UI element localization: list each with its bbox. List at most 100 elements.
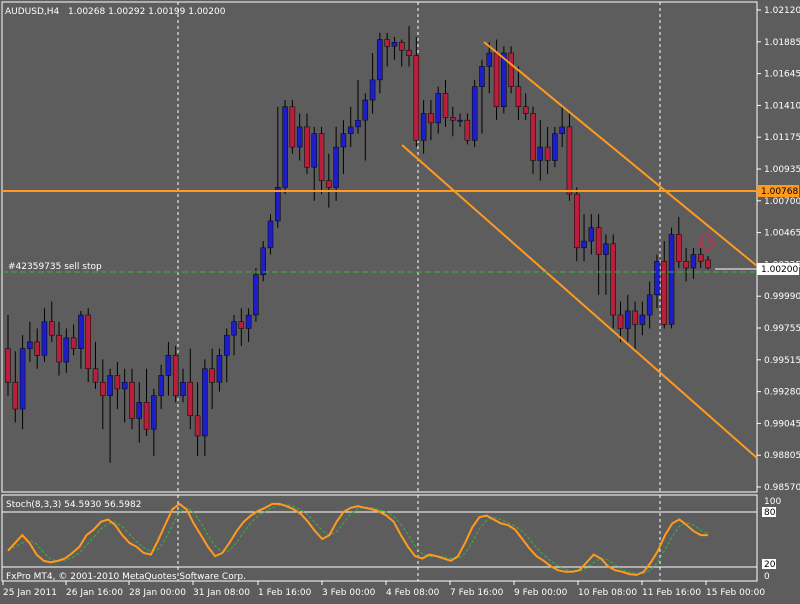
candle-body — [690, 254, 697, 269]
candle-body — [34, 341, 40, 356]
stoch-axis-80: 80 — [764, 508, 776, 518]
candle-body — [304, 126, 310, 168]
candle-body — [544, 146, 551, 161]
time-tick-label: 10 Feb 08:00 — [578, 588, 637, 598]
current-price-tag — [757, 263, 799, 275]
symbol-label: AUDUSD,H4 — [5, 7, 60, 17]
price-tick-label: 1.00700 — [764, 197, 800, 207]
order-label: #42359735 sell stop — [8, 262, 102, 272]
candle-body — [428, 113, 434, 124]
candle-body — [406, 50, 412, 56]
candle-body — [705, 259, 711, 269]
stoch-axis-0: 0 — [764, 572, 770, 582]
candle-body — [92, 368, 99, 383]
stoch-main-line — [7, 502, 708, 576]
candle-body — [581, 240, 587, 249]
stoch-axis-20: 20 — [764, 560, 776, 570]
candle-body — [180, 381, 186, 396]
candle-body — [530, 113, 536, 161]
candle-body — [574, 193, 580, 249]
candle-body — [100, 381, 106, 396]
candle-body — [151, 395, 157, 430]
price-tick-label: 1.00465 — [764, 229, 800, 239]
channel-upper-line[interactable] — [483, 41, 758, 267]
candle-body — [661, 261, 667, 325]
price-tick-label: 1.01885 — [764, 38, 800, 48]
candle-body — [27, 341, 33, 349]
candle-body — [632, 310, 638, 325]
candle-body — [187, 381, 194, 417]
candle-body — [245, 314, 252, 329]
candle-body — [296, 126, 303, 148]
candle-body — [420, 113, 427, 141]
stoch-lines — [7, 502, 709, 576]
stoch-axis-100: 100 — [764, 497, 781, 507]
candle-body — [537, 146, 544, 161]
candle-body — [384, 39, 390, 47]
candle-body — [216, 355, 223, 383]
candle-body — [654, 261, 660, 296]
candle-body — [340, 133, 347, 148]
candle-body — [318, 133, 325, 181]
candle-body — [224, 334, 230, 356]
stoch-20-tag — [762, 559, 776, 569]
time-tick-label: 26 Jan 16:00 — [66, 588, 123, 598]
down-arrow-icon — [697, 234, 717, 254]
candle-body — [85, 314, 91, 370]
candle-body — [56, 334, 62, 363]
candle-body — [566, 126, 573, 195]
candle-body — [311, 133, 317, 168]
candle-body — [668, 234, 675, 325]
time-tick-label: 7 Feb 16:00 — [450, 588, 504, 598]
candle-body — [369, 79, 376, 101]
channel-lower-line[interactable] — [401, 144, 758, 459]
candle-body — [391, 41, 398, 47]
candle-body — [158, 375, 164, 396]
candle-body — [78, 314, 84, 349]
candle-body — [683, 261, 689, 269]
candle-body — [326, 180, 332, 188]
candle-body — [617, 314, 624, 329]
main-pane-frame — [1, 1, 758, 493]
candle-body — [194, 415, 201, 437]
candle-body — [12, 381, 19, 410]
candle-body — [172, 355, 179, 396]
candle-body — [282, 106, 288, 188]
level-price-label: 1.00768 — [761, 187, 798, 197]
price-tick-label: 0.99515 — [764, 356, 800, 366]
candle-body — [625, 310, 631, 329]
time-tick-label: 31 Jan 08:00 — [193, 588, 250, 598]
candle-body — [610, 243, 616, 316]
candle-body — [238, 321, 245, 329]
time-tick-label: 15 Feb 00:00 — [706, 588, 765, 598]
time-tick-label: 11 Feb 16:00 — [642, 588, 701, 598]
candle-body — [355, 119, 361, 128]
candle-body — [603, 243, 609, 255]
ohlc-label: 1.00268 1.00292 1.00199 1.00200 — [68, 7, 226, 17]
time-tick-label: 1 Feb 16:00 — [258, 588, 312, 598]
stoch-pane-frame — [1, 494, 758, 582]
candle-body — [479, 66, 485, 87]
candle-body — [143, 402, 150, 430]
price-tick-label: 0.99755 — [764, 324, 800, 334]
candle-body — [559, 126, 565, 134]
level-price-tag — [757, 185, 799, 197]
candle-body — [49, 321, 55, 336]
candle-body — [333, 146, 339, 188]
candle-body — [275, 187, 281, 222]
candle-body — [588, 227, 595, 242]
candle-body — [493, 52, 500, 107]
candle-body — [165, 355, 172, 376]
candle-body — [442, 93, 449, 118]
time-tick-label: 9 Feb 00:00 — [514, 588, 568, 598]
candle-body — [515, 86, 522, 107]
candle-body — [413, 55, 420, 141]
candle-body — [289, 106, 296, 148]
candle-body — [508, 52, 514, 87]
price-tick-label: 1.02120 — [764, 6, 800, 16]
price-tick-label: 0.98570 — [764, 483, 800, 493]
candle-body — [450, 117, 456, 121]
price-tick-label: 1.00935 — [764, 165, 800, 175]
